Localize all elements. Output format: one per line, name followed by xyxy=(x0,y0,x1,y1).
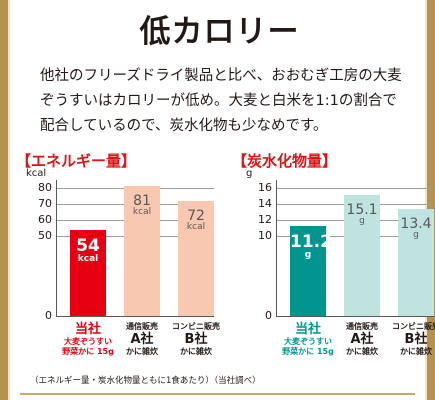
carb-y-tick: 0 xyxy=(265,309,272,322)
carb-category-label: 当社 大麦ぞうすい 野菜かに 15g xyxy=(282,322,334,356)
energy-y-axis xyxy=(56,180,57,316)
carb-value-label: 13.4 g xyxy=(400,215,432,240)
carb-y-tick: 14 xyxy=(258,197,272,210)
energy-y-tick: 50 xyxy=(38,229,52,242)
energy-y-tick: 80 xyxy=(38,181,52,194)
energy-category-label: コンビニ販売 B社 かに雑炊 xyxy=(172,322,220,356)
carb-y-tick: 16 xyxy=(258,181,272,194)
energy-y-tick: 70 xyxy=(38,197,52,210)
carb-gridline xyxy=(276,188,434,189)
energy-category-label: 通信販売 A社 かに雑炊 xyxy=(126,322,158,356)
energy-y-tick: 0 xyxy=(45,309,52,322)
carb-value-label: 15.1 g xyxy=(346,202,378,227)
carb-x-axis xyxy=(276,316,434,317)
carb-y-unit: g xyxy=(246,168,253,179)
carb-y-axis xyxy=(276,180,277,316)
energy-category-label: 当社 大麦ぞうすい 野菜かに 15g xyxy=(62,322,114,356)
carb-section-header: 【炭水化物量】 xyxy=(232,152,338,170)
carb-category-label: 通信販売 A社 かに雑炊 xyxy=(346,322,378,356)
energy-bar xyxy=(70,229,106,316)
carb-y-tick: 12 xyxy=(258,213,272,226)
bottom-divider xyxy=(20,393,415,395)
energy-value-label: 54 kcal xyxy=(76,235,100,264)
energy-value-label: 72 kcal xyxy=(186,207,206,232)
energy-bar xyxy=(124,186,160,316)
carb-bar xyxy=(398,208,434,316)
energy-y-unit: kcal xyxy=(26,168,47,179)
energy-x-axis xyxy=(56,316,214,317)
energy-value-label: 81 kcal xyxy=(132,193,152,218)
carb-bar xyxy=(344,195,380,316)
content-panel: 低カロリー 他社のフリーズドライ製品と比べ、おおむぎ工房の大麦 ぞうすいはカロリ… xyxy=(8,0,435,400)
footnote: （エネルギー量・炭水化物量ともに1食あたり）（当社調べ） xyxy=(30,376,261,386)
energy-section-header: 【エネルギー量】 xyxy=(16,152,137,170)
intro-text: 他社のフリーズドライ製品と比べ、おおむぎ工房の大麦 ぞうすいはカロリーが低め。大… xyxy=(40,68,402,134)
carb-chart: g 0 10 12 14 16 11.2 g 当社 大麦ぞうすい 野菜かに 15g 15.1 g 通信販売… xyxy=(242,166,435,356)
page-title: 低カロリー xyxy=(139,14,300,50)
carb-y-tick: 10 xyxy=(258,229,272,242)
energy-chart: kcal 0 50 60 70 80 54 kcal 当社 大麦ぞうすい 野菜かに 15g 81 kca… xyxy=(22,166,222,356)
energy-bar xyxy=(178,200,214,316)
carb-bar xyxy=(290,226,326,316)
carb-value-label: 11.2 g xyxy=(290,232,332,261)
energy-y-tick: 60 xyxy=(38,213,52,226)
